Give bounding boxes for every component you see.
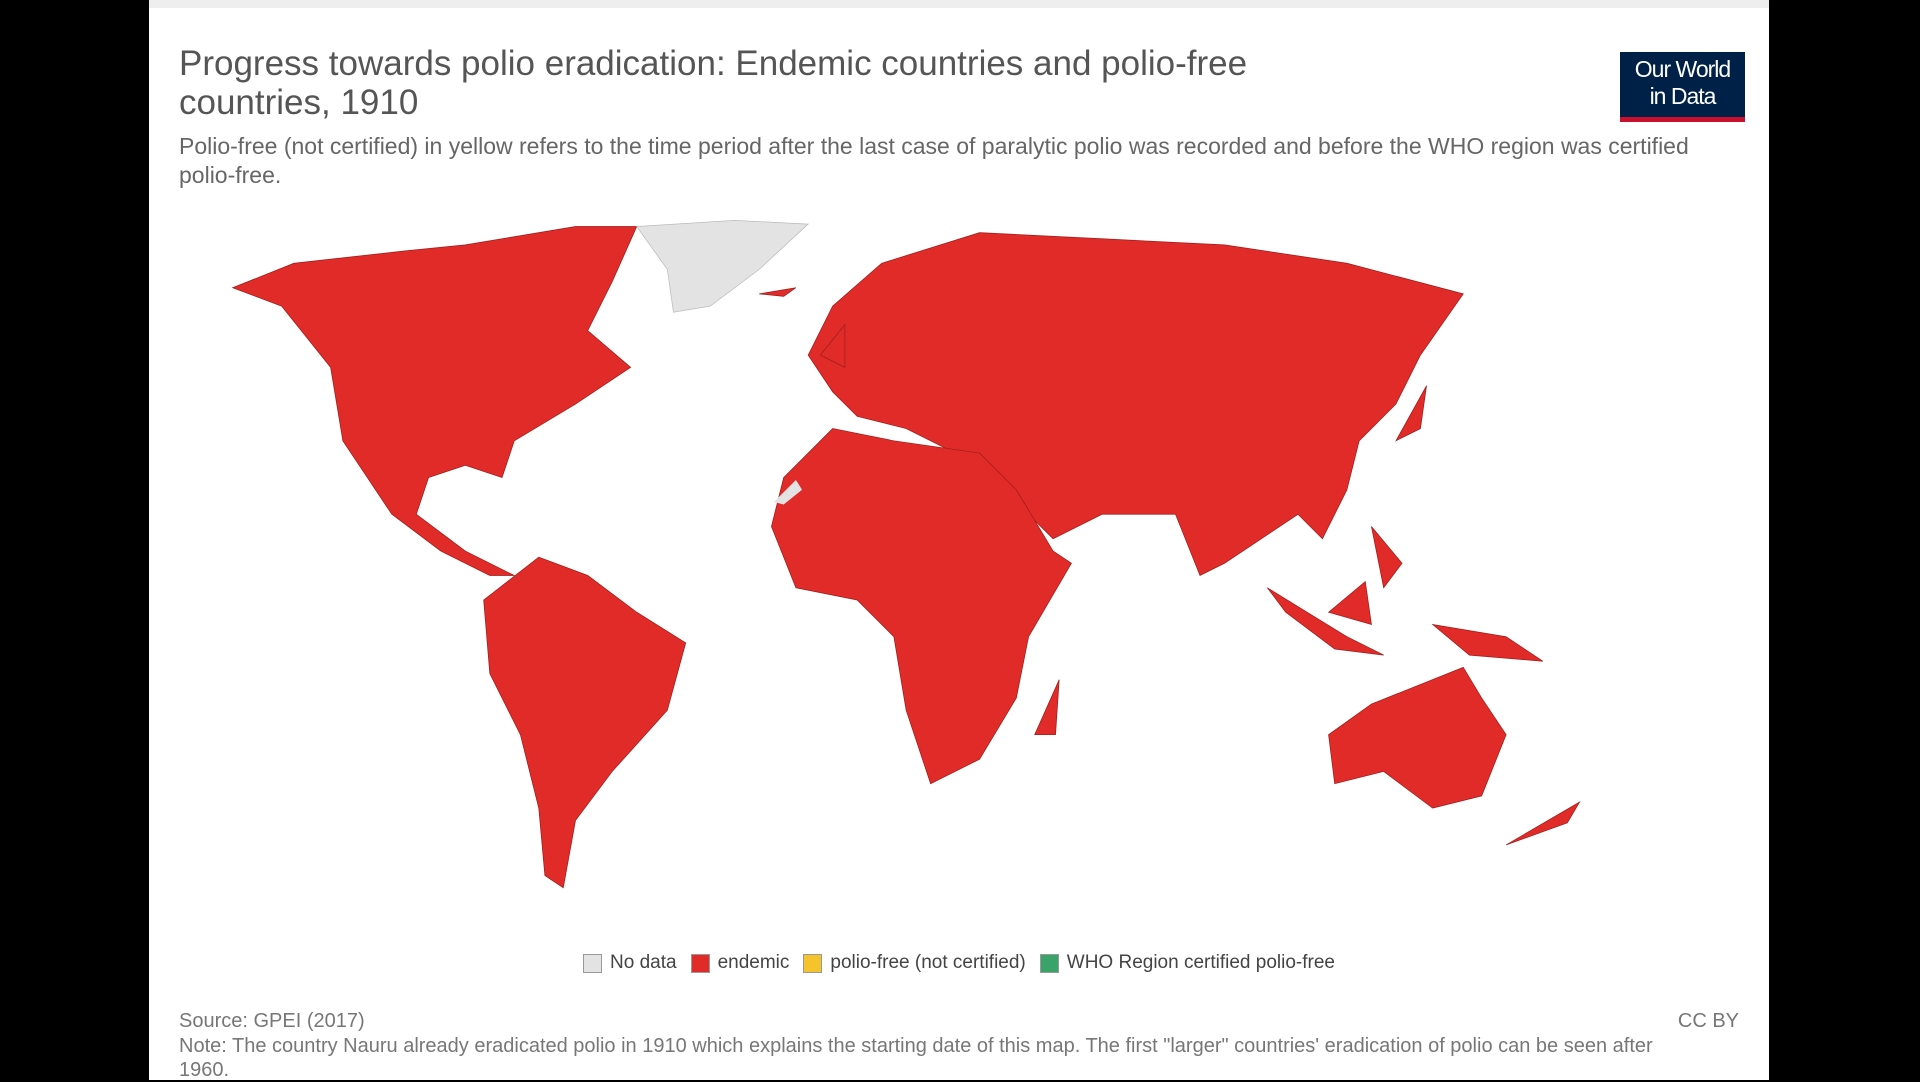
- chart-panel: Progress towards polio eradication: Ende…: [149, 0, 1769, 1081]
- legend-swatch: [583, 953, 603, 973]
- no-data-region: [636, 220, 810, 313]
- license[interactable]: CC BY: [1677, 1010, 1739, 1032]
- legend-item[interactable]: polio-free (not certified): [803, 952, 1026, 974]
- subtitle: Polio-free (not certified) in yellow ref…: [179, 133, 1689, 188]
- legend-item[interactable]: endemic: [690, 952, 790, 974]
- title: Progress towards polio eradication: Ende…: [179, 44, 1248, 122]
- logo-line: Our World: [1634, 56, 1731, 82]
- legend-swatch: [803, 953, 823, 973]
- no-data-region: [773, 480, 803, 505]
- legend-label: polio-free (not certified): [830, 952, 1026, 973]
- legend-swatch: [690, 953, 710, 973]
- legend-swatch: [1039, 953, 1059, 973]
- legend: No data endemic polio-free (not certified)…: [149, 952, 1769, 979]
- legend-label: No data: [610, 952, 677, 973]
- legend-item[interactable]: WHO Region certified polio-free: [1039, 952, 1335, 974]
- legend-item[interactable]: No data: [583, 952, 677, 974]
- legend-label: WHO Region certified polio-free: [1066, 952, 1335, 973]
- note: Note: The country Nauru already eradicat…: [179, 1035, 1653, 1081]
- source: Source: GPEI (2017): [179, 1010, 365, 1032]
- legend-label: endemic: [717, 952, 790, 973]
- logo-line: in Data: [1649, 83, 1717, 109]
- endemic-regions: [231, 226, 1581, 889]
- logo[interactable]: Our World in Data: [1620, 52, 1745, 122]
